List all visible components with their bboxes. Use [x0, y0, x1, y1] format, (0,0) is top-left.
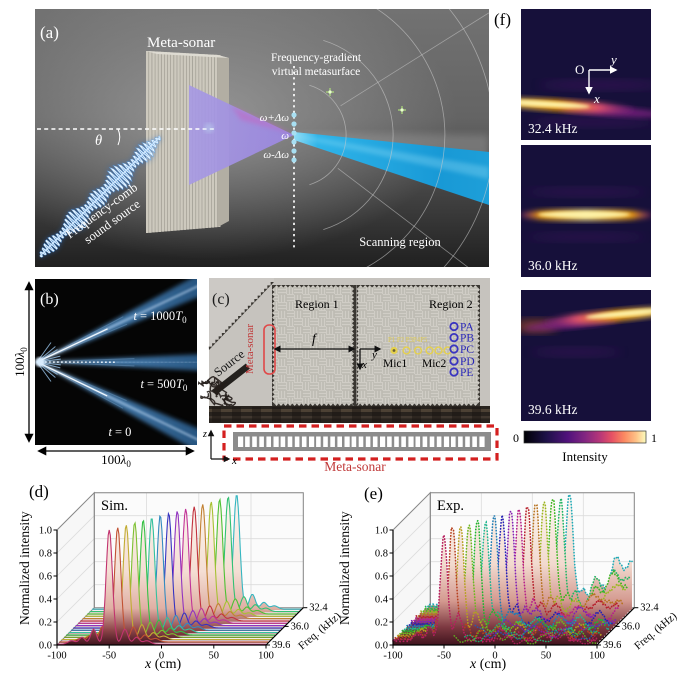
svg-text:x: x	[593, 91, 600, 106]
svg-text:36.0: 36.0	[291, 621, 309, 632]
svg-text:32.4: 32.4	[640, 603, 659, 614]
svg-text:36.0: 36.0	[622, 621, 640, 632]
svg-text:Region 1: Region 1	[295, 297, 339, 311]
svg-text:0.8: 0.8	[39, 549, 52, 560]
svg-text:100λ0: 100λ0	[12, 347, 29, 377]
svg-text:0: 0	[513, 431, 519, 445]
svg-text:-100: -100	[47, 651, 66, 662]
svg-text:t: t	[134, 309, 138, 323]
svg-text:1.0: 1.0	[39, 526, 52, 537]
svg-text:0: 0	[159, 651, 164, 662]
svg-text:Mic2: Mic2	[422, 358, 447, 370]
svg-text:Meta-sonar: Meta-sonar	[324, 459, 386, 474]
svg-text:y: y	[609, 52, 617, 67]
svg-text:-100: -100	[383, 651, 402, 662]
svg-text:ω+Δω: ω+Δω	[260, 112, 290, 124]
svg-text:0: 0	[492, 651, 497, 662]
svg-text:(d): (d)	[29, 482, 49, 501]
svg-text:100: 100	[258, 651, 274, 662]
svg-text:0.2: 0.2	[375, 618, 388, 629]
svg-text:ω: ω	[281, 130, 289, 142]
svg-text:0.0: 0.0	[375, 641, 388, 652]
svg-text:PB: PB	[460, 333, 474, 345]
svg-text:Frequency-gradient: Frequency-gradient	[271, 52, 362, 64]
svg-text:39.6: 39.6	[272, 640, 290, 651]
svg-text:39.6: 39.6	[603, 640, 621, 651]
svg-text:P1 P2 P3P4P5: P1 P2 P3P4P5	[388, 337, 428, 344]
svg-text:1.0: 1.0	[375, 526, 388, 537]
svg-text:= 1000T0: = 1000T0	[140, 309, 187, 325]
svg-text:virtual metasurface: virtual metasurface	[272, 66, 360, 78]
svg-text:x: x	[231, 455, 237, 467]
svg-text:PE: PE	[460, 367, 473, 379]
svg-text:f: f	[312, 331, 318, 346]
svg-text:100λ0: 100λ0	[101, 452, 131, 469]
svg-text:Meta-sonar: Meta-sonar	[244, 324, 256, 374]
svg-text:t: t	[141, 377, 145, 391]
svg-text:PC: PC	[460, 344, 474, 356]
svg-text:0.4: 0.4	[375, 595, 389, 606]
svg-text:t: t	[109, 425, 113, 439]
svg-text:= 0: = 0	[115, 425, 131, 439]
svg-text:z: z	[202, 429, 207, 440]
svg-text:1: 1	[651, 431, 657, 445]
svg-text:(a): (a)	[40, 23, 59, 42]
svg-text:Sim.: Sim.	[101, 498, 128, 514]
svg-text:θ: θ	[95, 133, 102, 149]
svg-text:0.2: 0.2	[39, 618, 52, 629]
svg-text:50: 50	[209, 651, 220, 662]
svg-text:0.0: 0.0	[39, 641, 52, 652]
svg-text:Meta-sonar: Meta-sonar	[147, 35, 215, 51]
svg-text:PA: PA	[460, 322, 474, 334]
svg-text:Scanning region: Scanning region	[359, 235, 441, 249]
svg-text:x: x	[361, 359, 367, 371]
svg-text:50: 50	[541, 651, 552, 662]
svg-text:O: O	[575, 62, 584, 77]
svg-text:(b): (b)	[40, 291, 59, 308]
svg-text:32.4: 32.4	[309, 603, 328, 614]
svg-text:y: y	[371, 349, 377, 361]
svg-text:36.0 kHz: 36.0 kHz	[528, 258, 578, 273]
svg-text:0.8: 0.8	[375, 549, 388, 560]
svg-text:PD: PD	[460, 356, 475, 368]
svg-text:Normalized intensity: Normalized intensity	[337, 511, 352, 625]
svg-text:Mic1: Mic1	[383, 358, 408, 370]
svg-text:ω-Δω: ω-Δω	[263, 149, 289, 161]
svg-text:-50: -50	[437, 651, 451, 662]
svg-text:Normalized intensity: Normalized intensity	[17, 511, 32, 625]
svg-text:100: 100	[589, 651, 605, 662]
svg-text:Intensity: Intensity	[562, 449, 608, 464]
svg-text:x (cm): x (cm)	[144, 657, 181, 672]
svg-text:x (cm): x (cm)	[469, 657, 506, 672]
svg-text:0.6: 0.6	[39, 572, 52, 583]
svg-text:Exp.: Exp.	[437, 498, 464, 514]
svg-text:39.6 kHz: 39.6 kHz	[528, 402, 578, 417]
svg-text:(c): (c)	[212, 291, 230, 308]
svg-text:= 500T0: = 500T0	[147, 377, 188, 393]
svg-text:-50: -50	[102, 651, 116, 662]
svg-text:Region 2: Region 2	[429, 297, 473, 311]
svg-text:0.4: 0.4	[39, 595, 53, 606]
svg-text:(e): (e)	[364, 484, 383, 503]
svg-text:(f): (f)	[494, 10, 511, 29]
svg-text:32.4 kHz: 32.4 kHz	[528, 121, 578, 136]
svg-text:0.6: 0.6	[375, 572, 388, 583]
